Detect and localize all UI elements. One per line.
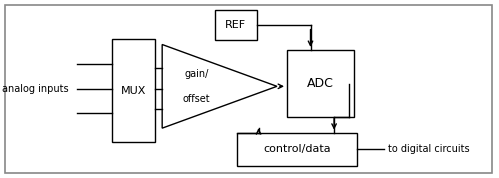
- Bar: [215, 10, 257, 40]
- Text: control/data: control/data: [263, 144, 331, 154]
- Text: MUX: MUX: [121, 86, 146, 96]
- Text: offset: offset: [183, 94, 211, 104]
- Text: analog inputs: analog inputs: [2, 84, 69, 94]
- Text: to digital circuits: to digital circuits: [388, 144, 470, 154]
- Bar: [287, 50, 354, 117]
- Bar: [112, 39, 155, 142]
- Text: gain/: gain/: [185, 69, 209, 79]
- Text: REF: REF: [225, 20, 247, 30]
- Bar: [237, 133, 357, 166]
- Polygon shape: [162, 44, 277, 128]
- Text: ADC: ADC: [307, 77, 334, 90]
